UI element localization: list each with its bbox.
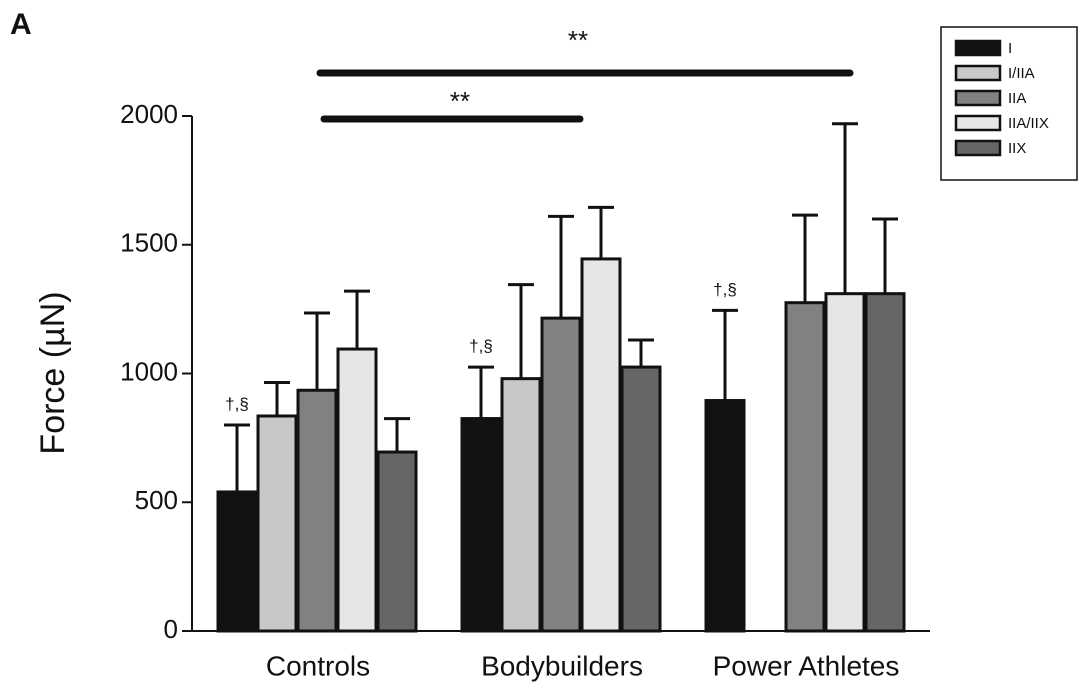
legend-label: I [1008, 40, 1012, 57]
error-bar [712, 308, 738, 401]
bar [620, 365, 662, 633]
error-bar [872, 217, 898, 294]
legend-label: IIX [1008, 140, 1026, 157]
error-bar [304, 311, 330, 391]
legend-label: I/IIA [1008, 65, 1035, 82]
bar [460, 417, 502, 633]
bar-annotation: †,§ [225, 394, 249, 413]
error-bar [628, 338, 654, 368]
error-bar [344, 289, 370, 350]
error-bar [588, 205, 614, 259]
y-tick-label: 1500 [120, 228, 178, 258]
bar [296, 388, 338, 633]
bar [256, 414, 298, 633]
y-tick-label: 2000 [120, 99, 178, 129]
legend-swatch [954, 89, 1002, 107]
error-bar [224, 423, 250, 492]
error-bar [832, 122, 858, 294]
bar [540, 316, 582, 633]
error-bar [548, 214, 574, 319]
legend-swatch [954, 139, 1002, 157]
bar [580, 257, 622, 633]
bar [704, 399, 746, 633]
x-tick-label: Power Athletes [713, 650, 900, 681]
x-tick-label: Bodybuilders [481, 650, 643, 681]
bar [784, 301, 826, 633]
bar [376, 450, 418, 633]
y-tick-label: 500 [135, 485, 178, 515]
bar [500, 377, 542, 633]
legend-label: IIA [1008, 90, 1026, 107]
bar [824, 292, 866, 633]
legend-label: IIA/IIX [1008, 115, 1049, 132]
bar-annotation: †,§ [713, 280, 737, 299]
error-bar [264, 381, 290, 416]
legend-swatch [954, 114, 1002, 132]
bar [216, 490, 258, 633]
error-bar [468, 365, 494, 419]
error-bar [508, 283, 534, 379]
bar-annotation: †,§ [469, 337, 493, 356]
legend-swatch [954, 64, 1002, 82]
legend-swatch [954, 39, 1002, 57]
y-tick-label: 1000 [120, 356, 178, 386]
error-bar [384, 417, 410, 453]
bar [864, 292, 906, 633]
x-tick-label: Controls [266, 650, 370, 681]
panel-label: A [10, 8, 32, 41]
bar [336, 347, 378, 633]
significance-label: ** [450, 86, 470, 116]
error-bar [792, 213, 818, 303]
y-tick-label: 0 [164, 614, 178, 644]
significance-label: ** [568, 25, 588, 55]
y-axis-label: Force (µN) [34, 291, 72, 454]
